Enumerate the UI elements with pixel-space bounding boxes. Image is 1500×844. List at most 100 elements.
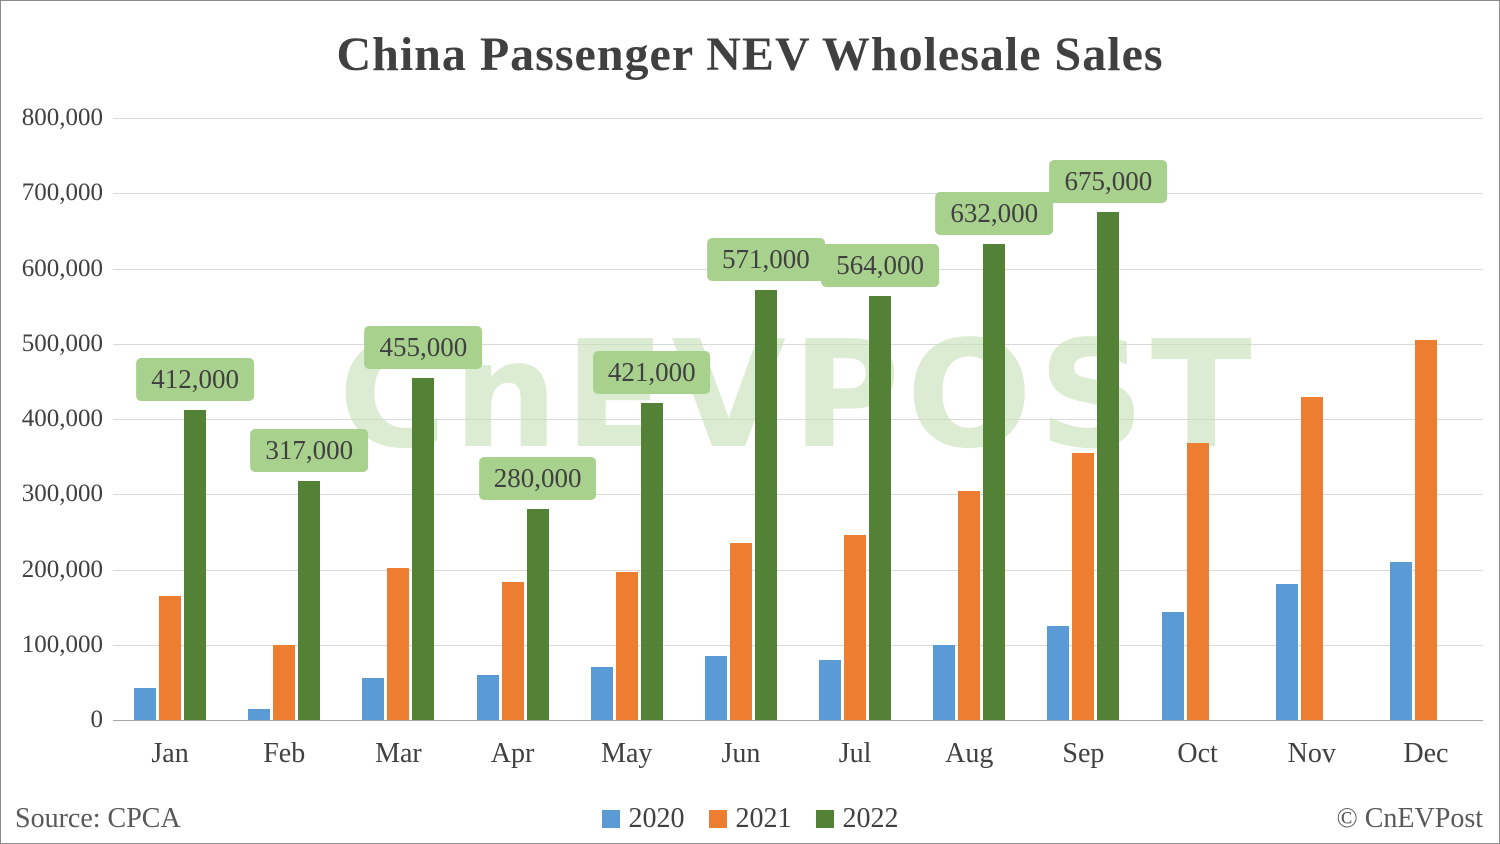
chart-title: China Passenger NEV Wholesale Sales: [336, 28, 1164, 81]
bar-2020-jun: [704, 656, 727, 720]
month-group-jan: 412,000 Jan: [113, 118, 254, 769]
y-tick-label: 300,000: [21, 480, 103, 508]
bar-2022-apr: [526, 509, 549, 720]
legend-label-2022: 2022: [842, 803, 899, 834]
month-group-sep: 675,000 Sep: [1026, 118, 1168, 769]
legend-swatch-2020: [601, 810, 620, 828]
bar-2021-jun: [729, 543, 752, 720]
y-tick-label: 700,000: [21, 179, 103, 207]
bar-2021-nov: [1300, 397, 1323, 720]
x-tick-label: May: [601, 738, 653, 769]
gridline: [113, 569, 1483, 571]
bar-2022-feb: [298, 481, 321, 720]
legend-label-2021: 2021: [735, 803, 792, 834]
bar-cluster: [476, 509, 549, 720]
data-label-aug: 632,000: [935, 192, 1054, 236]
bar-2020-may: [590, 667, 613, 720]
data-label-jan: 412,000: [136, 357, 254, 401]
bar-cluster: [704, 290, 777, 720]
month-group-dec: Dec: [1369, 118, 1483, 769]
bar-2021-jul: [844, 534, 867, 720]
y-tick-label: 800,000: [21, 104, 103, 131]
bar-2021-dec: [1414, 340, 1437, 720]
bar-2021-aug: [958, 491, 981, 720]
bar-2020-jan: [134, 688, 157, 720]
data-label-jun: 571,000: [707, 238, 825, 282]
bar-2020-oct: [1161, 611, 1184, 720]
bar-cluster: [819, 295, 892, 720]
legend-item-2021: 2021: [708, 803, 792, 835]
bar-2020-apr: [476, 674, 499, 720]
legend-item-2020: 2020: [601, 803, 685, 835]
legend-item-2022: 2022: [815, 803, 899, 835]
gridline: [113, 343, 1483, 345]
gridline: [113, 419, 1483, 420]
y-tick-label: 200,000: [21, 555, 103, 583]
legend: 2020 2021 2022: [1, 803, 1499, 835]
bar-cluster: [1389, 340, 1462, 720]
bar-cluster: [248, 481, 321, 720]
month-group-jun: 571,000 Jun: [684, 118, 825, 769]
y-tick-label: 100,000: [21, 630, 103, 658]
source-label: Source: CPCA: [15, 803, 181, 834]
gridline: [113, 118, 1483, 119]
x-tick-label: Jan: [151, 738, 189, 769]
legend-swatch-2021: [708, 810, 727, 828]
x-tick-label: Aug: [945, 738, 994, 769]
bar-2020-feb: [248, 709, 271, 720]
gridline: [113, 494, 1483, 496]
bar-cluster: [1161, 443, 1234, 720]
bar-cluster: [590, 403, 663, 720]
data-label-feb: 317,000: [250, 429, 369, 473]
x-axis-line: [113, 720, 1483, 721]
legend-swatch-2022: [815, 810, 834, 828]
bar-2022-jul: [869, 295, 892, 720]
data-label-mar: 455,000: [364, 325, 483, 369]
x-tick-label: Mar: [375, 738, 422, 769]
y-tick-label: 500,000: [21, 329, 103, 357]
data-label-apr: 280,000: [478, 457, 597, 501]
bar-cluster: [362, 377, 435, 720]
bar-2022-jan: [184, 409, 207, 720]
x-tick-label: Sep: [1062, 738, 1105, 769]
bar-cluster: [1275, 397, 1348, 720]
month-group-aug: 632,000 Aug: [912, 118, 1054, 769]
bar-2021-jan: [159, 595, 182, 720]
legend-label-2020: 2020: [628, 803, 685, 834]
month-group-mar: 455,000 Mar: [341, 118, 483, 769]
bar-2022-mar: [412, 377, 435, 720]
y-tick-label: 0: [90, 706, 104, 733]
plot-area: CnEVPOST 412,000 Jan 317,000 Feb 455,000 Mar 2…: [113, 118, 1483, 769]
month-group-nov: Nov: [1255, 118, 1369, 769]
month-group-jul: 564,000 Jul: [798, 118, 939, 769]
copyright-label: © CnEVPost: [1336, 803, 1483, 834]
bar-2022-jun: [754, 290, 777, 720]
bar-cluster: [134, 409, 207, 720]
bar-2020-sep: [1047, 625, 1070, 720]
x-tick-label: Oct: [1177, 738, 1218, 769]
bar-2022-sep: [1097, 212, 1120, 720]
bar-2021-apr: [501, 581, 524, 720]
month-group-oct: Oct: [1141, 118, 1255, 769]
x-tick-label: Apr: [490, 738, 535, 769]
bar-2021-sep: [1072, 452, 1095, 720]
data-label-sep: 675,000: [1049, 160, 1168, 204]
bar-cluster: [933, 244, 1006, 720]
x-tick-label: Jul: [838, 738, 872, 769]
x-tick-label: Feb: [263, 738, 306, 769]
bar-2021-mar: [387, 568, 410, 720]
bar-2021-feb: [273, 644, 296, 720]
x-tick-label: Nov: [1287, 738, 1336, 769]
x-tick-label: Dec: [1403, 738, 1449, 769]
month-group-may: 421,000 May: [570, 118, 711, 769]
bar-2021-may: [615, 571, 638, 720]
bar-2022-aug: [983, 244, 1006, 720]
bar-2022-may: [640, 403, 663, 720]
bar-2020-mar: [362, 677, 385, 720]
bar-2020-dec: [1389, 561, 1412, 720]
x-tick-label: Jun: [721, 738, 761, 769]
bar-cluster: [1047, 212, 1120, 720]
y-tick-label: 600,000: [21, 254, 103, 282]
y-tick-label: 400,000: [21, 405, 103, 432]
